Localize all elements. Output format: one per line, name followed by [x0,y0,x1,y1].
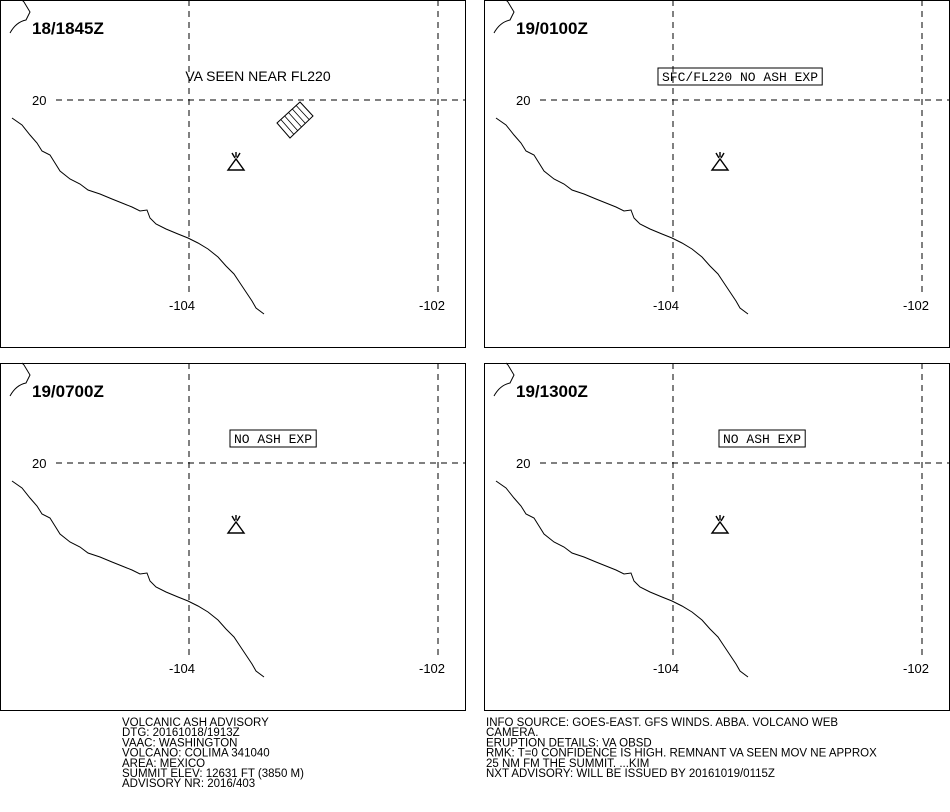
coastline [493,0,749,315]
ash-hatch [280,119,295,135]
longitude-label: -104 [653,661,679,676]
coastline [9,362,265,678]
map-panel: 18/1845Z 20 -104 -102 VA SEEN NEAR FL220 [0,0,466,348]
panel-border [0,0,466,348]
panel-time: 19/0700Z [32,382,104,401]
advisory-line: SUMMIT ELEV: 12631 FT (3850 M) [122,768,304,780]
longitude-label: -104 [653,298,679,313]
panel-time: 18/1845Z [32,19,104,38]
longitude-label: -102 [419,661,445,676]
ash-hatch [288,112,302,128]
advisory-line: AREA: MEXICO [122,758,205,770]
panel-time: 19/1300Z [516,382,588,401]
annotation-box [229,429,317,448]
map-panel: 19/0700Z 20 -104 -102 NO ASH EXP [0,362,466,711]
volcano-icon [711,514,729,534]
ash-hatch [284,115,298,131]
advisory-line: RMK: T=0 CONFIDENCE IS HIGH. REMNANT VA … [486,748,877,760]
latitude-label: 20 [32,456,46,471]
volcano-icon [227,514,245,534]
latitude-label: 20 [516,456,530,471]
advisory-line: VOLCANO: COLIMA 341040 [122,748,270,760]
coastline [9,0,265,315]
map-panel: 19/0100Z 20 -104 -102 SFC/FL220 NO ASH EXP [484,0,950,348]
map-panel: 19/1300Z 20 -104 -102 NO ASH EXP [484,362,950,711]
advisory-line: CAMERA. [486,727,538,739]
longitude-label: -102 [419,298,445,313]
annotation: VA SEEN NEAR FL220 [185,68,330,84]
panel-border [484,363,950,711]
longitude-label: -102 [903,298,929,313]
advisory-line: VAAC: WASHINGTON [122,737,237,749]
volcano-icon [227,151,245,171]
longitude-label: -104 [169,661,195,676]
annotation: NO ASH EXP [234,432,312,447]
longitude-label: -102 [903,661,929,676]
advisory-line: INFO SOURCE: GOES-EAST. GFS WINDS. ABBA.… [486,717,838,729]
annotation-box [718,429,806,448]
advisory-line: ERUPTION DETAILS: VA OBSD [486,737,652,749]
advisory-line: NXT ADVISORY: WILL BE ISSUED BY 20161019… [486,768,775,780]
panel-border [0,363,466,711]
annotation-box [657,67,823,86]
panel-border [484,0,950,348]
longitude-label: -104 [169,298,195,313]
coastline [493,362,749,678]
advisory-line: ADVISORY NR: 2016/403 [122,778,255,790]
latitude-label: 20 [32,93,46,108]
advisory-line: 25 NM FM THE SUMMIT. ...KIM [486,758,649,770]
ash-hatch [292,108,306,124]
latitude-label: 20 [516,93,530,108]
volcano-icon [711,151,729,171]
annotation: NO ASH EXP [723,432,801,447]
advisory-line: DTG: 20161018/1913Z [122,727,240,739]
ash-hatch [295,105,310,120]
panel-time: 19/0100Z [516,19,588,38]
annotation: SFC/FL220 NO ASH EXP [662,70,818,85]
advisory-line: VOLCANIC ASH ADVISORY [122,717,269,729]
